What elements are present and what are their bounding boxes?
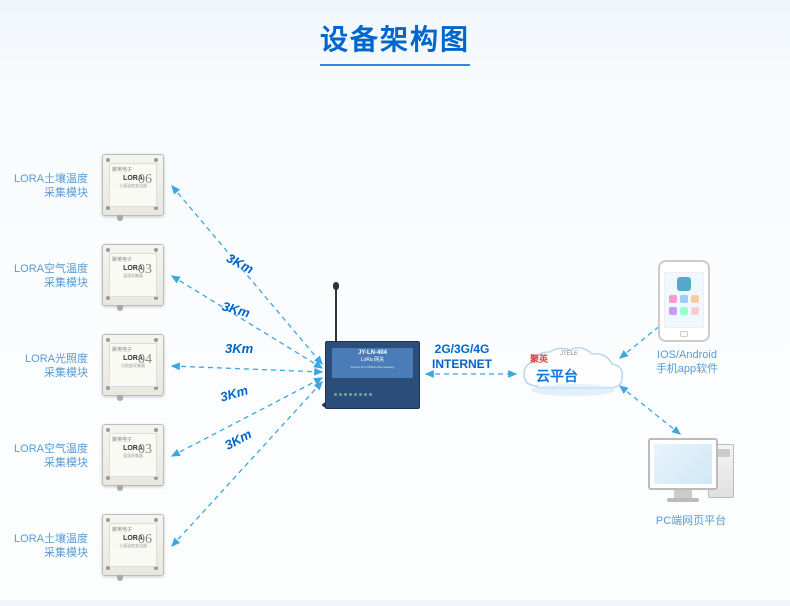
pc-monitor-icon xyxy=(648,438,718,490)
lora-module-device-2: 聚英电子LORA光照度采集器04 xyxy=(102,334,164,396)
pc-icon xyxy=(648,438,718,502)
module-label-3: LORA空气温度采集模块 xyxy=(8,442,88,470)
lora-gateway-device: JY-LN-404 LoRa 网关 Device AN LORA/LoRa Ga… xyxy=(325,341,420,409)
page-title: 设备架构图 xyxy=(0,0,790,58)
cloud-jtele: JTELE xyxy=(560,351,578,357)
cloud-brand: 聚英 xyxy=(530,352,548,365)
module-label-0: LORA土壤温度采集模块 xyxy=(8,172,88,200)
lora-module-device-3: 聚英电子LORA温湿采集器03 xyxy=(102,424,164,486)
module-label-2: LORA光照度采集模块 xyxy=(8,352,88,380)
lora-module-device-4: 聚英电子LORA土壤温度变送器06 xyxy=(102,514,164,576)
distance-label-4: 3Km xyxy=(222,426,254,452)
gateway-sub: LoRa 网关 xyxy=(332,356,413,363)
phone-label: IOS/Android手机app软件 xyxy=(642,348,732,376)
diagram-canvas: LORA土壤温度采集模块聚英电子LORA土壤温度变送器06LORA空气温度采集模… xyxy=(0,66,790,606)
gateway-desc: Device AN LORA/LoRa Gateway xyxy=(332,365,413,369)
mobile-phone-icon xyxy=(658,260,710,342)
distance-label-0: 3Km xyxy=(224,250,256,276)
gateway-panel: JY-LN-404 LoRa 网关 Device AN LORA/LoRa Ga… xyxy=(332,348,413,378)
distance-label-2: 3Km xyxy=(225,341,253,356)
phone-screen-icon xyxy=(664,272,704,328)
module-label-4: LORA土壤温度采集模块 xyxy=(8,532,88,560)
gateway-antenna-icon xyxy=(335,284,337,344)
pc-label: PC端网页平台 xyxy=(646,512,736,528)
phone-home-button-icon xyxy=(680,331,688,337)
distance-label-3: 3Km xyxy=(218,382,249,404)
lora-module-device-0: 聚英电子LORA土壤温度变送器06 xyxy=(102,154,164,216)
distance-label-1: 3Km xyxy=(220,298,251,320)
cloud-platform-icon: 聚英 JTELE 云平台 xyxy=(518,344,628,400)
lora-module-device-1: 聚英电子LORA温湿采集器03 xyxy=(102,244,164,306)
gateway-leds-icon xyxy=(334,388,411,400)
module-label-1: LORA空气温度采集模块 xyxy=(8,262,88,290)
cloud-text: 云平台 xyxy=(536,366,578,386)
network-label: 2G/3G/4GINTERNET xyxy=(432,342,492,372)
